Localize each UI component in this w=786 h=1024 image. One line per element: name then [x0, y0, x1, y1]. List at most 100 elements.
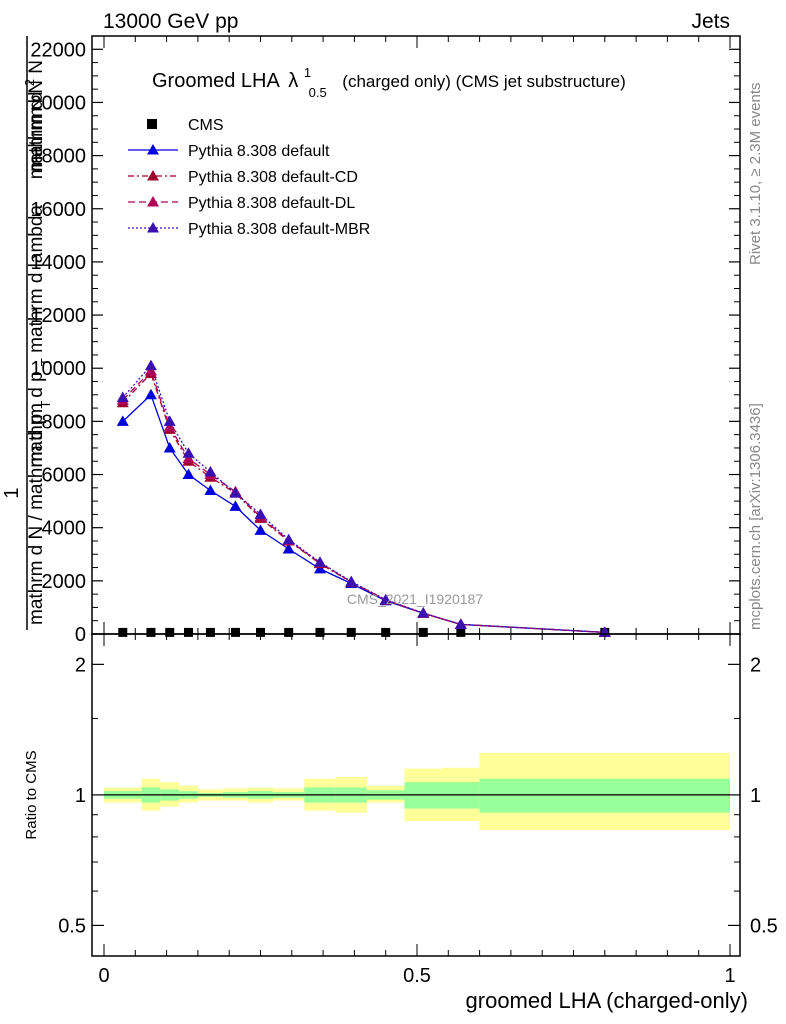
data-point-cms: [346, 627, 356, 637]
mcplots-label: mcplots.cern.ch [arXiv:1306.3436]: [747, 403, 764, 630]
chart-title: Groomed LHA λ 1 0.5 (charged only) (CMS …: [152, 60, 626, 102]
data-point-mbr: [229, 487, 242, 498]
ratio-y-tick-label: 1: [75, 785, 86, 807]
ratio-y-tick-label-right: 1: [750, 785, 761, 807]
x-tick-label: 1: [724, 965, 735, 987]
chart-title-symbol: λ: [288, 70, 298, 92]
data-point-default: [313, 562, 326, 574]
main-y-ticks: 0 2000 4000 6000 8000 10000 12000 14000 16000 180…: [30, 35, 740, 646]
ylabel-num-top: mathrm d: [26, 99, 47, 179]
main-y-tick-label: 14000: [30, 252, 86, 274]
ratio-y-ticks: 0.5 0.5 1 1 2 2: [58, 654, 778, 937]
legend-label-cd: Pythia 8.308 default-CD: [188, 169, 358, 186]
data-point-default: [116, 415, 129, 426]
legend-label-dl: Pythia 8.308 default-DL: [188, 195, 355, 212]
chart-title-sub: 0.5: [309, 85, 327, 100]
data-point-mbr: [379, 593, 392, 605]
ylabel-one: 1: [1, 487, 23, 498]
legend-marker-cd: [147, 170, 159, 181]
data-point-mbr: [182, 447, 195, 458]
x-tick-label: 0: [98, 965, 109, 987]
ratio-y-tick-label-right: 2: [750, 654, 761, 676]
x-tick-label: 0.5: [403, 965, 431, 987]
main-y-tick-label: 16000: [30, 199, 86, 221]
main-panel: 0 2000 4000 6000 8000 10000 12000 14000 16000 180…: [1, 35, 741, 646]
data-point-mbr: [144, 359, 157, 371]
data-point-cms: [256, 627, 265, 637]
data-point-cms: [118, 627, 128, 637]
data-point-default: [282, 542, 295, 554]
data-point-cms: [205, 627, 215, 637]
main-y-tick-label: 10000: [30, 358, 86, 380]
ylabel-num-N: N: [26, 80, 47, 94]
ratio-bands: [104, 752, 730, 830]
main-y-tick-label: 6000: [42, 465, 87, 487]
data-point-mbr: [282, 533, 295, 545]
legend: CMS Pythia 8.308 default Pythia 8.308 defa…: [128, 117, 370, 238]
main-series-markers: [116, 359, 611, 637]
data-point-cms: [456, 627, 466, 637]
ylabel-den: mathrm d N / mathrm d p: [26, 414, 47, 625]
chart-title-suffix: (charged only) (CMS jet substructure): [342, 72, 625, 91]
data-point-mbr: [163, 415, 176, 426]
data-point-cms: [184, 627, 194, 637]
ylabel-dp: mathrm d p T mathrm d lambda: [26, 205, 55, 468]
data-point-default: [163, 441, 176, 453]
ylabel-frac-N: N: [26, 60, 47, 74]
data-point-dl: [182, 452, 195, 464]
ylabel-denominator: mathrm d N / mathrm d p T: [26, 401, 53, 625]
ylabel-num-sub: T: [38, 358, 53, 366]
main-y-label: mathrm d 2 N mathrm d N mathrm d p T mat…: [1, 36, 55, 630]
ratio-y-tick-label: 2: [75, 654, 86, 676]
ylabel-den-sub: T: [38, 401, 53, 409]
header-left: 13000 GeV pp: [103, 10, 238, 33]
data-point-mbr: [313, 556, 326, 567]
chart-title-main: Groomed LHA: [152, 70, 280, 92]
data-point-mbr: [454, 618, 467, 629]
data-point-cms: [315, 627, 325, 637]
data-point-default: [144, 388, 157, 400]
data-point-dl: [144, 364, 157, 376]
ratio-band-inner: [479, 778, 730, 813]
legend-marker-default: [147, 144, 159, 155]
legend-label-cms: CMS: [188, 117, 224, 134]
ratio-y-label: Ratio to CMS: [23, 750, 40, 839]
ratio-y-tick-label: 0.5: [58, 915, 86, 937]
data-point-cms: [418, 627, 428, 637]
legend-label-default: Pythia 8.308 default: [188, 143, 330, 160]
chart-title-sup: 1: [304, 65, 311, 80]
data-point-dl: [163, 420, 176, 432]
legend-marker-mbr: [147, 222, 159, 233]
main-y-tick-label: 4000: [42, 518, 87, 540]
data-point-cms: [146, 627, 156, 637]
ylabel-frac-num: mathrm d 2 N: [18, 60, 47, 172]
ylabel-num-mid: mathrm d p: [26, 371, 47, 467]
legend-marker-cms: [147, 119, 157, 129]
data-point-mbr: [116, 391, 129, 402]
data-point-mbr: [254, 508, 267, 519]
main-y-tick-label: 18000: [30, 146, 86, 168]
main-y-tick-label: 22000: [30, 39, 86, 61]
ratio-panel: 0.5 0.51 12 2 0 0.5 1 Ratio to CMS groomed LH…: [23, 633, 778, 1013]
legend-label-mbr: Pythia 8.308 default-MBR: [188, 221, 370, 238]
ylabel-num-end: mathrm d lambda: [26, 205, 47, 353]
header-right: Jets: [691, 10, 730, 33]
data-point-default: [254, 524, 267, 535]
data-point-default: [182, 468, 195, 480]
data-point-mbr: [417, 607, 430, 618]
data-point-cms: [165, 627, 175, 637]
ratio-y-tick-label-right: 0.5: [750, 915, 778, 937]
ylabel-frac-exp: 2: [22, 79, 37, 86]
main-y-tick-label: 20000: [30, 92, 86, 114]
x-axis-label: groomed LHA (charged-only): [466, 988, 748, 1013]
rivet-label: Rivet 3.1.10, ≥ 2.3M events: [747, 83, 764, 266]
data-point-cms: [381, 627, 391, 637]
data-point-cms: [230, 627, 240, 637]
main-y-tick-label: 8000: [42, 411, 87, 433]
data-point-default: [204, 484, 217, 495]
data-point-cms: [284, 627, 294, 637]
ratio-x-ticks: 0 0.5 1: [98, 634, 736, 987]
legend-marker-dl: [147, 196, 159, 207]
ylabel-mid: mathrm d N: [26, 80, 47, 179]
data-point-mbr: [204, 465, 217, 477]
